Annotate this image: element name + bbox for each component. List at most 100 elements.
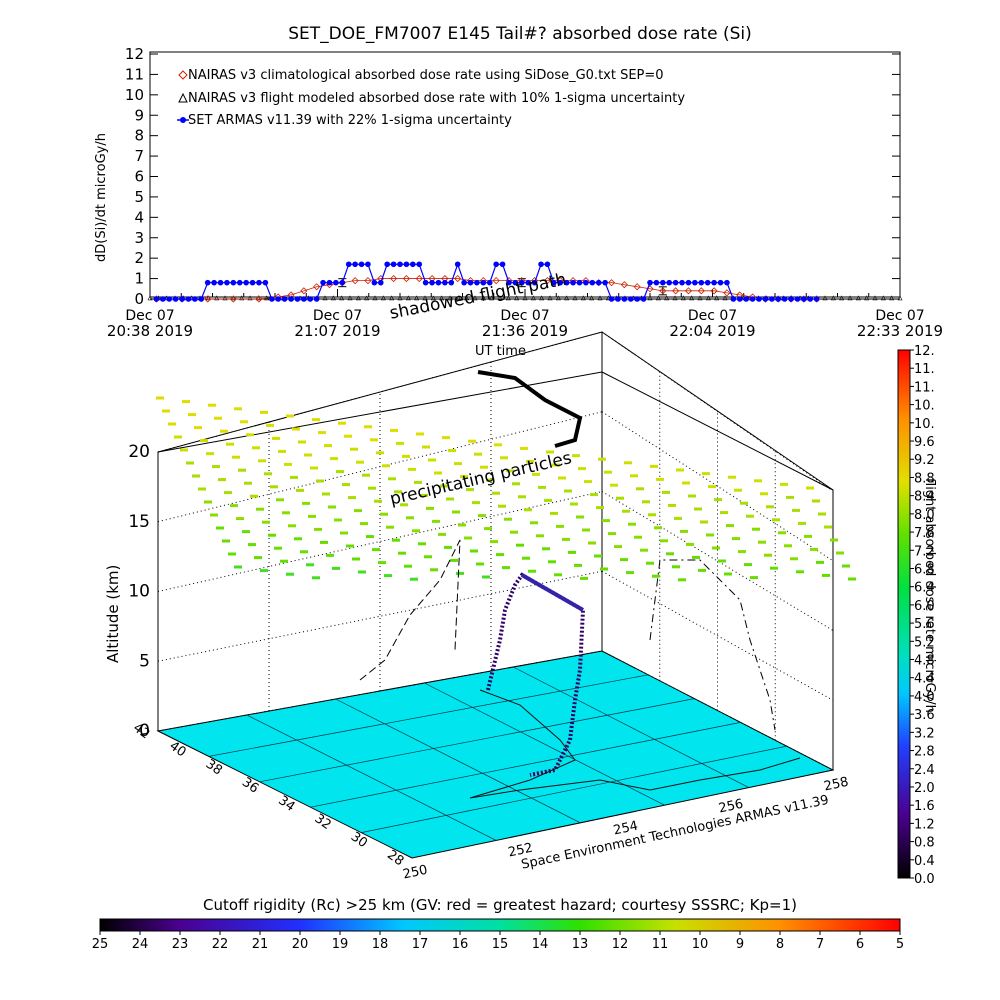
series-armas-point bbox=[198, 296, 205, 302]
series-flight-modeled-point bbox=[555, 295, 561, 301]
series-flight-modeled-point bbox=[147, 295, 153, 301]
series-flight-modeled-point bbox=[830, 295, 836, 301]
dose-colorbar-tick-label: 8.8 bbox=[914, 471, 935, 486]
altitude-gridline-right bbox=[601, 491, 834, 631]
top-x-tick-time: 22:04 2019 bbox=[669, 322, 755, 340]
series-armas-point bbox=[512, 279, 519, 286]
series-flight-modeled-point bbox=[330, 295, 336, 301]
top-x-tick-time: 22:33 2019 bbox=[857, 322, 943, 340]
series-climatological-point bbox=[229, 295, 237, 303]
series-armas-point bbox=[711, 279, 717, 286]
series-climatological-point bbox=[543, 277, 552, 285]
top-x-tick-date: Dec 07 bbox=[313, 308, 362, 324]
series-armas-point bbox=[647, 279, 653, 286]
altitude-gridline-right bbox=[601, 331, 834, 492]
series-climatological-point bbox=[620, 281, 628, 289]
series-flight-modeled-point bbox=[530, 295, 536, 301]
series-climatological-point bbox=[607, 279, 616, 287]
series-armas-point bbox=[377, 279, 384, 286]
series-armas-point bbox=[390, 261, 397, 268]
dose-colorbar-tick-label: 2.0 bbox=[914, 781, 935, 796]
series-armas-point bbox=[781, 296, 788, 302]
series-climatological-point bbox=[313, 283, 321, 291]
rigidity-colorbar-tick-label: 22 bbox=[212, 937, 229, 952]
floor-grid-line bbox=[246, 714, 497, 841]
rigidity-colorbar-tick-label: 25 bbox=[92, 937, 109, 952]
rigidity-colorbar-tick-label: 8 bbox=[776, 937, 784, 952]
dose-colorbar-tick-label: 10. bbox=[914, 399, 935, 414]
longitude-tick-label: 256 bbox=[717, 797, 744, 817]
series-flight-modeled-point bbox=[822, 295, 828, 301]
series-flight-modeled-point bbox=[855, 295, 861, 301]
series-flight-modeled-point bbox=[672, 295, 678, 301]
rigidity-colorbar-tick-label: 13 bbox=[572, 937, 589, 952]
series-armas-point bbox=[442, 279, 448, 286]
dose-colorbar-tick-label: 12. bbox=[914, 344, 935, 359]
series-armas-point bbox=[506, 279, 512, 286]
dose-colorbar-tick-label: 0.8 bbox=[914, 836, 935, 851]
series-flight-modeled-point bbox=[889, 295, 895, 301]
top-edge-right bbox=[601, 371, 834, 491]
dose-colorbar-tick-label: 4.8 bbox=[914, 654, 935, 669]
top-x-tick-time: 21:07 2019 bbox=[294, 322, 380, 340]
top-y-tick-label: 10 bbox=[125, 86, 144, 104]
series-armas-point bbox=[589, 279, 596, 286]
altitude-gridline-right bbox=[601, 650, 834, 771]
series-armas-point bbox=[685, 279, 692, 286]
series-flight-modeled-point bbox=[539, 295, 545, 301]
series-armas-point bbox=[281, 296, 288, 302]
series-armas-point bbox=[275, 296, 282, 302]
series-climatological-point bbox=[723, 289, 731, 297]
series-armas-point bbox=[801, 296, 807, 302]
series-armas-point bbox=[743, 296, 749, 302]
dose-colorbar-tick-label: 3.2 bbox=[914, 726, 935, 741]
dose-colorbar-tick-label: 0.0 bbox=[914, 872, 935, 887]
rigidity-colorbar-tick-label: 5 bbox=[896, 937, 904, 952]
rigidity-colorbar-tick-label: 9 bbox=[736, 937, 744, 952]
wall-projection-left bbox=[359, 539, 461, 681]
series-flight-modeled-point bbox=[897, 295, 903, 301]
top-y-tick-label: 12 bbox=[125, 45, 144, 63]
floor-grid-line bbox=[335, 698, 581, 824]
series-flight-modeled-point bbox=[480, 295, 486, 301]
dose-colorbar-tick-label: 5.2 bbox=[914, 635, 935, 650]
rigidity-colorbar-gradient bbox=[99, 918, 901, 932]
series-armas-point bbox=[416, 261, 423, 268]
top-x-axis-label: UT time bbox=[475, 344, 526, 359]
series-armas-point bbox=[211, 279, 217, 286]
altitude-tick-label: 5 bbox=[139, 651, 150, 671]
top-y-tick-label: 8 bbox=[134, 127, 144, 145]
series-flight-modeled-point bbox=[364, 295, 370, 301]
colorbar-title: flight absorbed dose rate microGy/h bbox=[922, 478, 937, 713]
series-climatological-point bbox=[697, 287, 705, 295]
altitude-tick-label: 10 bbox=[128, 582, 150, 602]
series-flight-modeled-point bbox=[447, 295, 453, 301]
series-flight-modeled-point bbox=[405, 295, 411, 301]
altitude-tick-label: 20 bbox=[128, 442, 150, 462]
series-armas-point bbox=[320, 279, 326, 286]
series-armas-point bbox=[756, 296, 762, 302]
series-armas-point bbox=[768, 296, 775, 302]
top-y-tick-label: 3 bbox=[134, 229, 144, 247]
dose-colorbar-tick-label: 9.2 bbox=[914, 453, 935, 468]
series-armas-point bbox=[576, 279, 583, 286]
series-flight-modeled-point bbox=[372, 295, 378, 301]
series-flight-modeled-point bbox=[647, 295, 653, 301]
series-armas-point bbox=[454, 261, 461, 268]
series-armas-point bbox=[608, 296, 615, 302]
series-flight-modeled-point bbox=[422, 295, 428, 301]
top-y-tick-label: 9 bbox=[134, 106, 144, 124]
series-armas-point bbox=[794, 296, 801, 302]
series-armas-point bbox=[570, 279, 576, 286]
series-armas-point bbox=[672, 279, 679, 286]
series-armas-point bbox=[775, 296, 782, 302]
rigidity-colorbar-tick-label: 7 bbox=[816, 937, 824, 952]
series-flight-modeled-point bbox=[522, 295, 528, 301]
series-armas-point bbox=[627, 296, 634, 302]
floor-grid-line bbox=[310, 722, 741, 808]
dose-colorbar-tick-label: 8.0 bbox=[914, 508, 935, 523]
series-armas-point bbox=[352, 261, 358, 268]
top-y-tick-label: 1 bbox=[134, 270, 144, 288]
rigidity-colorbar: 25 24 23 22 21 20 19 18 17 16 15 14 13 12 11 10 9 8 7 6 5 bbox=[92, 918, 904, 952]
